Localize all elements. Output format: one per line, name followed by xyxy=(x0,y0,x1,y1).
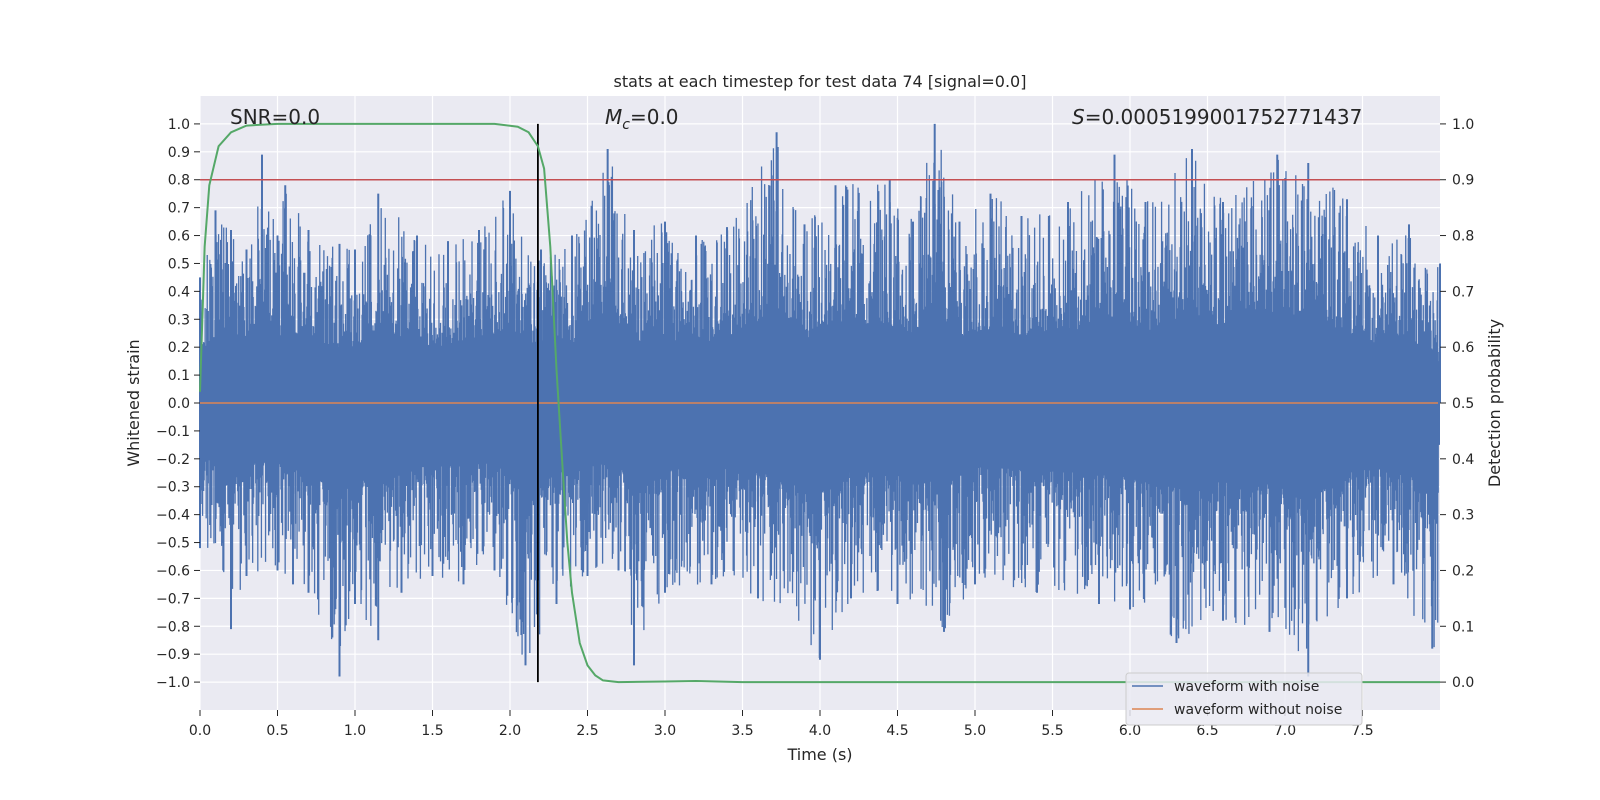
left-tick-label-0: 1.0 xyxy=(168,117,190,133)
left-tick-label-8: 0.2 xyxy=(168,340,190,356)
x-tick-label-3: 1.5 xyxy=(421,723,443,739)
right-y-axis-label: Detection probability xyxy=(1485,319,1504,487)
x-tick-label-11: 5.5 xyxy=(1041,723,1063,739)
chart-title: stats at each timestep for test data 74 … xyxy=(614,72,1027,91)
s-annotation: S=0.0005199001752771437 xyxy=(1072,105,1362,129)
right-tick-label-3: 0.7 xyxy=(1452,284,1474,300)
x-tick-label-4: 2.0 xyxy=(499,723,521,739)
left-tick-label-16: −0.6 xyxy=(156,563,190,579)
right-tick-label-0: 1.0 xyxy=(1452,117,1474,133)
right-tick-label-2: 0.8 xyxy=(1452,229,1474,245)
x-tick-label-12: 6.0 xyxy=(1119,723,1141,739)
right-tick-label-1: 0.9 xyxy=(1452,173,1474,189)
x-tick-label-9: 4.5 xyxy=(886,723,908,739)
left-tick-label-18: −0.8 xyxy=(156,619,190,635)
x-tick-label-15: 7.5 xyxy=(1351,723,1373,739)
left-tick-label-10: 0.0 xyxy=(168,396,190,412)
legend: waveform with noise waveform without noi… xyxy=(1125,672,1363,726)
right-tick-label-9: 0.1 xyxy=(1452,619,1474,635)
x-tick-label-2: 1.0 xyxy=(344,723,366,739)
chirp-mass-value: =0.0 xyxy=(630,105,679,129)
left-y-ticks: 1.0 0.9 0.8 0.7 0.6 0.5 0.4 0.3 0.2 0.1 0.0 −0.1 −0.… xyxy=(156,117,200,691)
left-tick-label-14: −0.4 xyxy=(156,508,190,524)
x-tick-label-0: 0.0 xyxy=(189,723,211,739)
right-tick-label-4: 0.6 xyxy=(1452,340,1474,356)
left-tick-label-9: 0.1 xyxy=(168,368,190,384)
left-tick-label-6: 0.4 xyxy=(168,284,190,300)
lines-layer xyxy=(199,122,1440,684)
legend-label-noisy: waveform with noise xyxy=(1174,679,1319,695)
s-value: =0.0005199001752771437 xyxy=(1085,105,1363,129)
right-tick-label-5: 0.5 xyxy=(1452,396,1474,412)
right-tick-label-7: 0.3 xyxy=(1452,508,1474,524)
left-tick-label-19: −0.9 xyxy=(156,647,190,663)
snr-annotation: SNR=0.0 xyxy=(230,105,320,129)
left-tick-label-7: 0.3 xyxy=(168,312,190,328)
left-tick-label-12: −0.2 xyxy=(156,452,190,468)
detection-probability-line xyxy=(199,122,1440,684)
left-tick-label-2: 0.8 xyxy=(168,173,190,189)
chirp-mass-annotation: Mc=0.0 xyxy=(605,105,679,133)
x-tick-label-7: 3.5 xyxy=(731,723,753,739)
x-ticks: 0.0 0.5 1.0 1.5 2.0 2.5 3.0 3.5 4.0 4.5 5.0 5.5 6.0 6… xyxy=(189,710,1374,739)
x-tick-label-5: 2.5 xyxy=(576,723,598,739)
x-tick-label-10: 5.0 xyxy=(964,723,986,739)
x-tick-label-14: 7.0 xyxy=(1274,723,1296,739)
right-tick-label-10: 0.0 xyxy=(1452,675,1474,691)
x-tick-label-6: 3.0 xyxy=(654,723,676,739)
left-tick-label-1: 0.9 xyxy=(168,145,190,161)
right-y-ticks: 1.0 0.9 0.8 0.7 0.6 0.5 0.4 0.3 0.2 0.1 0.0 xyxy=(1440,117,1474,691)
left-tick-label-15: −0.5 xyxy=(156,536,190,552)
left-tick-label-13: −0.3 xyxy=(156,480,190,496)
left-y-axis-label: Whitened strain xyxy=(124,339,143,466)
left-tick-label-5: 0.5 xyxy=(168,256,190,272)
s-symbol: S xyxy=(1072,105,1085,129)
left-tick-label-17: −0.7 xyxy=(156,591,190,607)
right-tick-label-6: 0.4 xyxy=(1452,452,1474,468)
chirp-mass-subscript: c xyxy=(622,117,630,133)
left-tick-label-3: 0.7 xyxy=(168,201,190,217)
legend-box xyxy=(1125,672,1363,726)
legend-label-clean: waveform without noise xyxy=(1174,702,1342,718)
left-tick-label-11: −0.1 xyxy=(156,424,190,440)
x-axis-label: Time (s) xyxy=(786,745,852,764)
chirp-mass-symbol: M xyxy=(605,105,622,129)
left-tick-label-20: −1.0 xyxy=(156,675,190,691)
x-tick-label-8: 4.0 xyxy=(809,723,831,739)
right-tick-label-8: 0.2 xyxy=(1452,563,1474,579)
x-tick-label-1: 0.5 xyxy=(266,723,288,739)
left-tick-label-4: 0.6 xyxy=(168,229,190,245)
x-tick-label-13: 6.5 xyxy=(1196,723,1218,739)
